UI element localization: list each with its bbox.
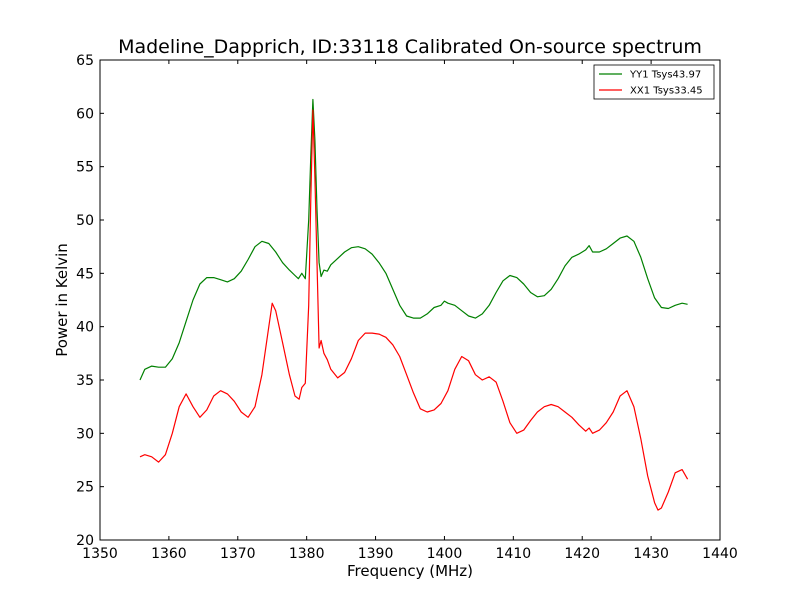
x-tick-label: 1440 — [702, 546, 738, 562]
y-tick-label: 50 — [76, 213, 94, 229]
x-tick-label: 1420 — [564, 546, 600, 562]
x-tick-label: 1400 — [427, 546, 463, 562]
y-tick-label: 40 — [76, 320, 94, 336]
x-tick-label: 1370 — [220, 546, 256, 562]
x-tick-label: 1410 — [496, 546, 532, 562]
plot-frame — [99, 59, 721, 541]
legend: YY1 Tsys43.97 XX1 Tsys33.45 — [593, 64, 715, 100]
y-axis-label: Power in Kelvin — [53, 243, 71, 357]
x-tick-label: 1430 — [633, 546, 669, 562]
x-tick-label: 1380 — [289, 546, 325, 562]
y-tick-label: 60 — [76, 106, 94, 122]
chart-title: Madeline_Dapprich, ID:33118 Calibrated O… — [118, 36, 702, 58]
legend-label-1: XX1 Tsys33.45 — [630, 86, 703, 97]
y-tick-label: 20 — [76, 533, 94, 549]
y-tick-label: 30 — [76, 426, 94, 442]
y-tick-label: 45 — [76, 266, 94, 282]
x-axis-label: Frequency (MHz) — [347, 562, 473, 580]
x-tick-label: 1360 — [151, 546, 187, 562]
legend-box — [593, 64, 715, 100]
series-line-0 — [139, 98, 688, 381]
x-tick-label: 1390 — [358, 546, 394, 562]
legend-label-0: YY1 Tsys43.97 — [629, 70, 701, 81]
y-tick-label: 35 — [76, 373, 94, 389]
y-tick-label: 65 — [76, 53, 94, 69]
y-tick-label: 25 — [76, 480, 94, 496]
y-tick-label: 55 — [76, 160, 94, 176]
series-line-1 — [139, 109, 689, 511]
x-tick-label: 1350 — [82, 546, 118, 562]
